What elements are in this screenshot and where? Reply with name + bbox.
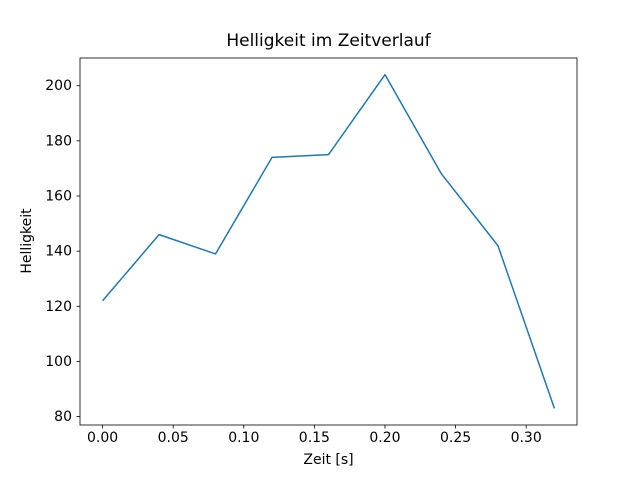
x-tick-label: 0.05 (158, 430, 189, 446)
x-axis-label: Zeit [s] (303, 452, 354, 468)
chart-title: Helligkeit im Zeitverlauf (226, 31, 431, 51)
y-tick-label: 80 (54, 409, 72, 425)
x-tick-label: 0.15 (299, 430, 330, 446)
data-line-series (102, 73, 556, 409)
y-tick-label: 200 (45, 78, 72, 94)
x-tick-label: 0.20 (369, 430, 400, 446)
y-tick-label: 160 (45, 189, 72, 205)
x-tick-label: 0.30 (511, 430, 542, 446)
x-tick-label: 0.00 (87, 430, 118, 446)
x-tick-label: 0.25 (440, 430, 471, 446)
y-tick-label: 180 (45, 133, 72, 149)
y-tick-label: 120 (45, 299, 72, 315)
x-tick-label: 0.10 (228, 430, 259, 446)
axes-background (80, 58, 577, 425)
y-axis-label: Helligkeit (19, 208, 35, 274)
y-tick-label: 140 (45, 244, 72, 260)
axes-spines (79, 57, 578, 426)
y-tick-label: 100 (45, 354, 72, 370)
